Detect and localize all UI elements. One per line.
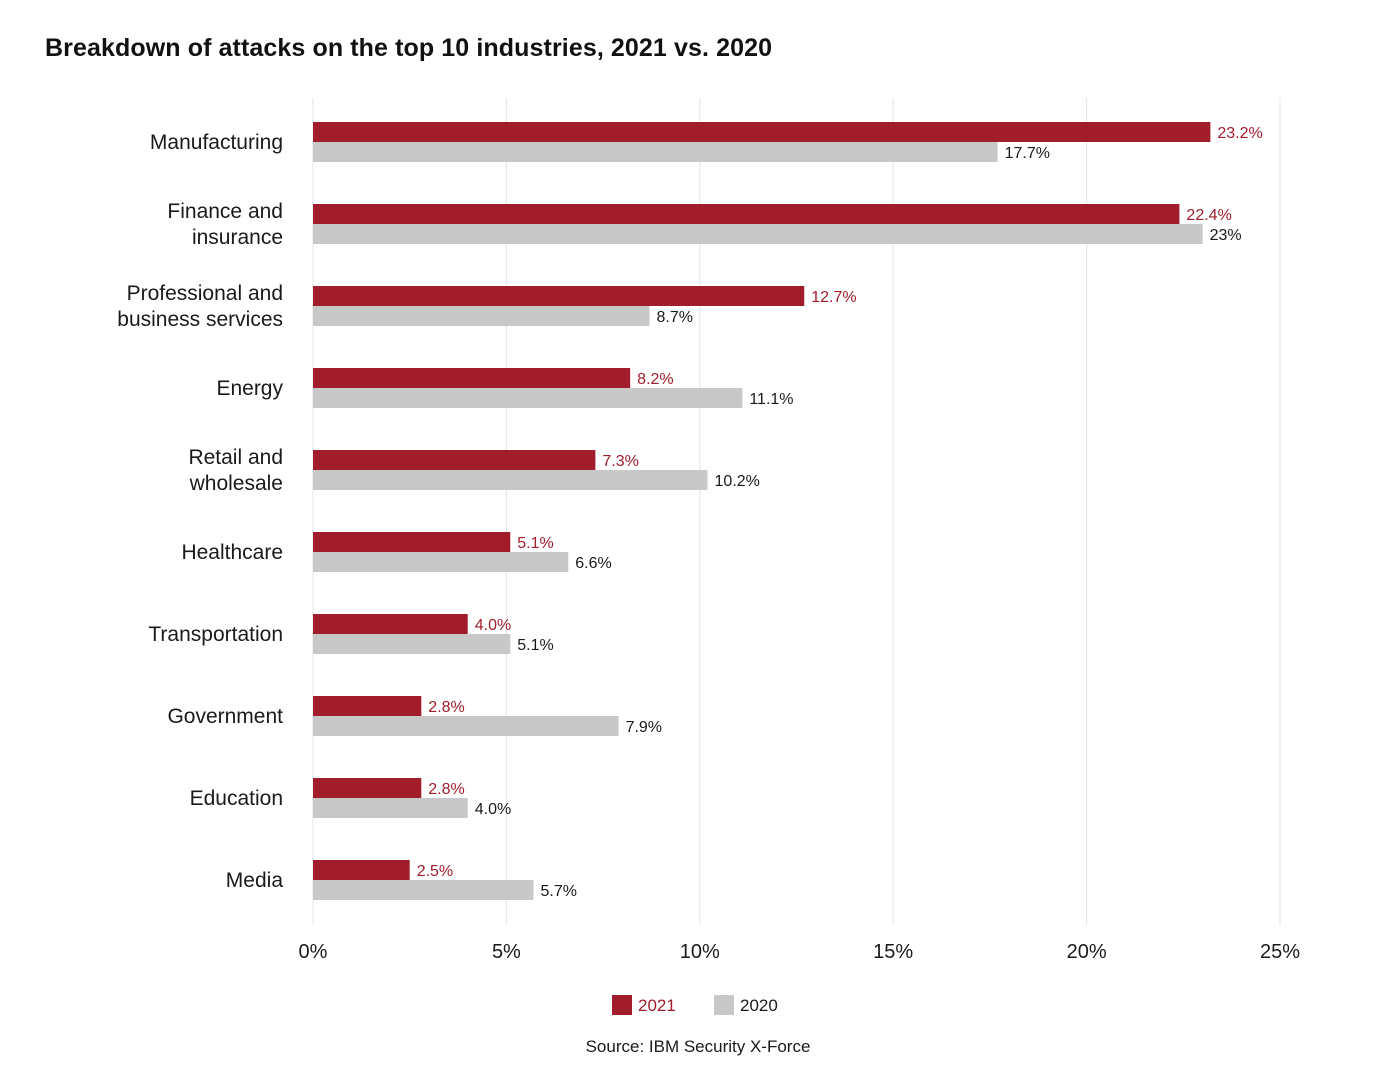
data-label-2021: 7.3% — [602, 453, 638, 470]
data-label-2020: 5.7% — [540, 883, 576, 900]
data-label-2021: 4.0% — [475, 617, 511, 634]
category-label: Finance and — [167, 200, 283, 223]
legend-swatch-2021 — [612, 995, 632, 1015]
bar-2021 — [313, 204, 1180, 224]
bar-2020 — [313, 798, 468, 818]
bar-2020 — [313, 306, 650, 326]
data-label-2020: 11.1% — [749, 391, 793, 408]
x-tick-label: 20% — [1067, 941, 1107, 963]
bar-2021 — [313, 286, 805, 306]
category-label: Retail and — [188, 446, 283, 469]
bar-2020 — [313, 142, 998, 162]
category-label: wholesale — [189, 472, 283, 495]
data-label-2021: 2.5% — [417, 863, 453, 880]
category-label: Media — [226, 869, 284, 892]
data-label-2021: 23.2% — [1217, 125, 1262, 142]
bar-2020 — [313, 470, 708, 490]
bar-2021 — [313, 532, 511, 552]
data-label-2021: 5.1% — [517, 535, 553, 552]
bar-2020 — [313, 634, 511, 654]
x-tick-label: 15% — [873, 941, 913, 963]
x-tick-label: 25% — [1260, 941, 1300, 963]
data-label-2021: 2.8% — [428, 699, 464, 716]
x-tick-label: 0% — [299, 941, 328, 963]
chart-title: Breakdown of attacks on the top 10 indus… — [45, 34, 773, 62]
legend-label-2021: 2021 — [638, 996, 676, 1015]
category-label: Energy — [216, 377, 283, 400]
category-label: insurance — [192, 226, 283, 249]
x-tick-label: 5% — [492, 941, 521, 963]
data-label-2020: 4.0% — [475, 801, 511, 818]
data-label-2021: 12.7% — [811, 289, 856, 306]
bar-2020 — [313, 224, 1203, 244]
bar-2021 — [313, 778, 422, 798]
category-label: business services — [117, 308, 283, 331]
category-label: Government — [167, 705, 283, 728]
data-label-2020: 17.7% — [1005, 145, 1050, 162]
data-label-2020: 23% — [1210, 227, 1242, 244]
bar-2021 — [313, 614, 468, 634]
legend-label-2020: 2020 — [740, 996, 778, 1015]
data-label-2021: 2.8% — [428, 781, 464, 798]
data-label-2020: 7.9% — [626, 719, 662, 736]
data-label-2020: 10.2% — [715, 473, 760, 490]
category-label: Education — [190, 787, 283, 810]
chart-source: Source: IBM Security X-Force — [585, 1037, 811, 1056]
data-label-2020: 5.1% — [517, 637, 553, 654]
bar-2020 — [313, 716, 619, 736]
x-tick-label: 10% — [680, 941, 720, 963]
category-label: Transportation — [148, 623, 283, 646]
bar-2020 — [313, 388, 743, 408]
bar-2021 — [313, 450, 596, 470]
bar-2021 — [313, 860, 410, 880]
bar-2020 — [313, 552, 569, 572]
category-label: Manufacturing — [150, 131, 283, 154]
data-label-2021: 22.4% — [1186, 207, 1231, 224]
data-label-2020: 6.6% — [575, 555, 611, 572]
bar-2021 — [313, 122, 1211, 142]
legend-swatch-2020 — [714, 995, 734, 1015]
bar-2021 — [313, 696, 422, 716]
data-label-2020: 8.7% — [657, 309, 693, 326]
category-label: Healthcare — [181, 541, 283, 564]
data-label-2021: 8.2% — [637, 371, 673, 388]
bar-2020 — [313, 880, 534, 900]
bar-2021 — [313, 368, 631, 388]
category-label: Professional and — [127, 282, 283, 305]
